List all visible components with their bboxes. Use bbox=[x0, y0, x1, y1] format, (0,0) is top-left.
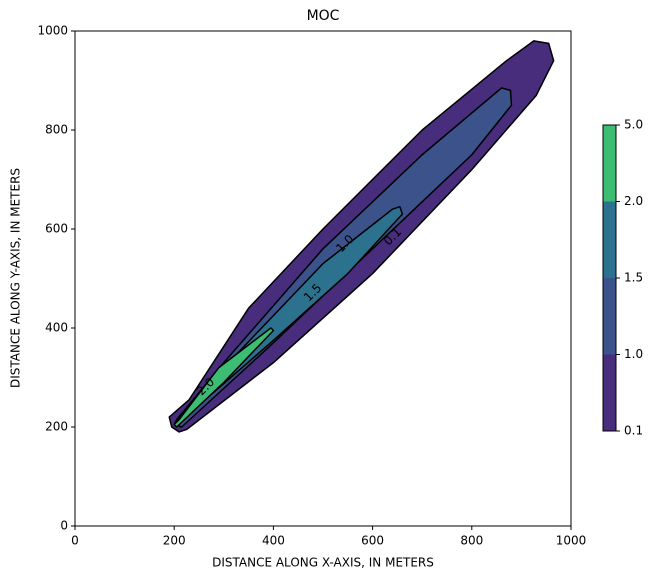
colorbar-segment bbox=[603, 125, 616, 202]
y-tick-label: 0 bbox=[60, 519, 68, 533]
x-axis-label: DISTANCE ALONG X-AXIS, IN METERS bbox=[212, 556, 434, 570]
y-tick-label: 400 bbox=[45, 321, 68, 335]
y-tick-label: 1000 bbox=[37, 24, 68, 38]
x-tick-label: 400 bbox=[262, 534, 285, 548]
plot-frame bbox=[74, 30, 572, 527]
chart-title: MOC bbox=[307, 8, 340, 24]
y-tick-label: 200 bbox=[45, 420, 68, 434]
colorbar-segment bbox=[603, 201, 616, 278]
x-tick-label: 1000 bbox=[556, 534, 587, 548]
y-axis-label: DISTANCE ALONG Y-AXIS, IN METERS bbox=[9, 168, 23, 388]
contour-band bbox=[173, 327, 275, 428]
x-tick-label: 800 bbox=[460, 534, 483, 548]
x-tick-label: 0 bbox=[71, 534, 79, 548]
colorbar-segment bbox=[603, 354, 616, 431]
x-tick-label: 600 bbox=[361, 534, 384, 548]
y-tick-label: 600 bbox=[45, 222, 68, 236]
colorbar-tick-label: 2.0 bbox=[624, 194, 643, 208]
y-tick-label: 800 bbox=[45, 123, 68, 137]
colorbar-tick-label: 1.0 bbox=[624, 347, 643, 361]
colorbar-segment bbox=[603, 278, 616, 355]
colorbar-tick-label: 5.0 bbox=[624, 118, 643, 132]
x-tick-label: 200 bbox=[163, 534, 186, 548]
colorbar-tick-label: 1.5 bbox=[624, 271, 643, 285]
colorbar-tick-label: 0.1 bbox=[624, 424, 643, 438]
